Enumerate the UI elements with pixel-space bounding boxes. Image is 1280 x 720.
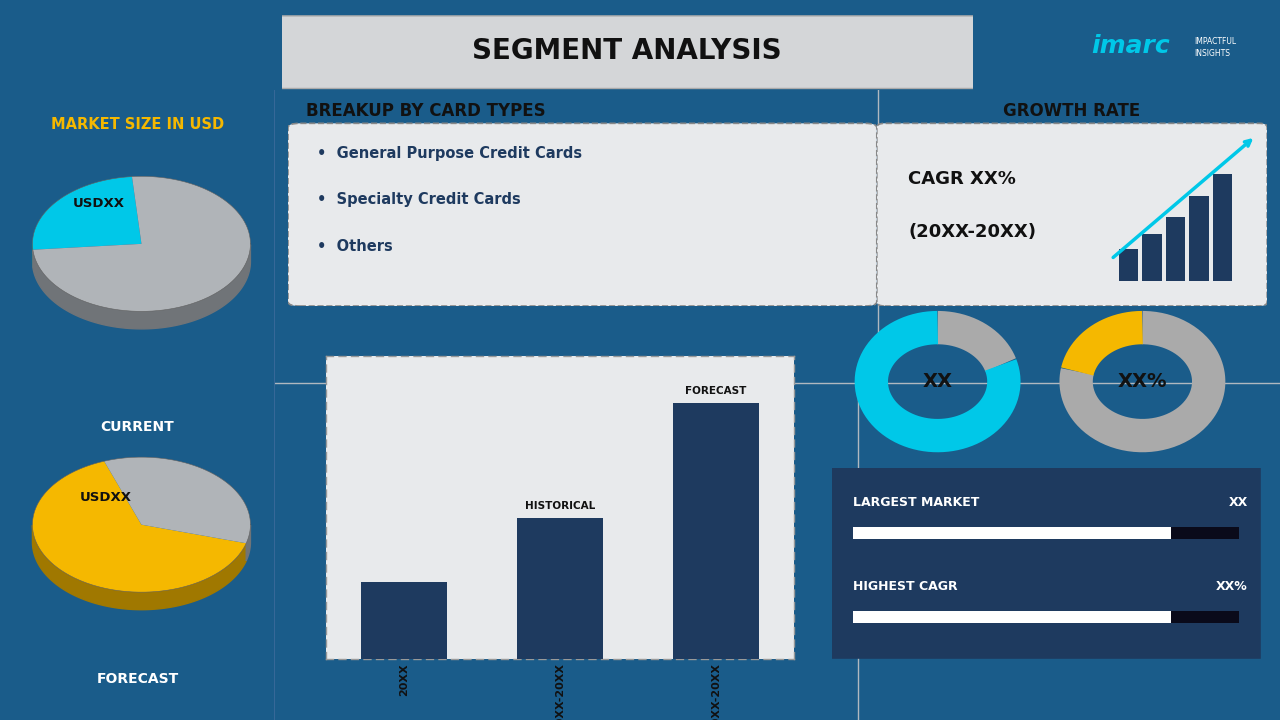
Bar xyxy=(517,518,603,659)
Polygon shape xyxy=(246,525,251,561)
Text: BREAKUP BY CARD TYPES: BREAKUP BY CARD TYPES xyxy=(306,102,545,120)
Bar xyxy=(854,611,1171,623)
Polygon shape xyxy=(32,462,246,592)
Text: IMPACTFUL
INSIGHTS: IMPACTFUL INSIGHTS xyxy=(1194,37,1236,58)
FancyBboxPatch shape xyxy=(832,468,1261,659)
FancyBboxPatch shape xyxy=(261,16,993,89)
Polygon shape xyxy=(33,176,251,311)
Polygon shape xyxy=(32,525,246,610)
Text: (20XX-20XX): (20XX-20XX) xyxy=(908,222,1036,240)
Text: CURRENT: CURRENT xyxy=(101,420,174,434)
Bar xyxy=(1171,611,1239,623)
Text: USDXX: USDXX xyxy=(73,197,125,210)
Bar xyxy=(1212,174,1233,281)
Bar xyxy=(361,582,447,659)
Text: USDXX: USDXX xyxy=(81,490,132,504)
Bar xyxy=(673,402,759,659)
Text: XX%: XX% xyxy=(1216,580,1248,593)
Bar xyxy=(1189,196,1208,281)
Bar xyxy=(1142,234,1162,281)
Text: FORECAST: FORECAST xyxy=(685,386,746,396)
Text: MARKET SIZE IN USD: MARKET SIZE IN USD xyxy=(51,117,224,132)
Text: LARGEST MARKET: LARGEST MARKET xyxy=(854,496,979,509)
Bar xyxy=(1166,217,1185,281)
Polygon shape xyxy=(104,457,251,544)
Polygon shape xyxy=(33,245,251,329)
Text: •  General Purpose Credit Cards: • General Purpose Credit Cards xyxy=(317,145,582,161)
Polygon shape xyxy=(32,176,141,250)
Bar xyxy=(1119,248,1138,281)
Bar xyxy=(854,527,1171,539)
FancyBboxPatch shape xyxy=(877,123,1267,306)
Bar xyxy=(1171,527,1239,539)
Text: SEGMENT ANALYSIS: SEGMENT ANALYSIS xyxy=(472,37,782,65)
Text: XX: XX xyxy=(923,372,952,391)
Text: FORECAST: FORECAST xyxy=(96,672,179,686)
Text: GROWTH RATE: GROWTH RATE xyxy=(1004,102,1140,120)
FancyBboxPatch shape xyxy=(288,123,877,306)
Text: •  Specialty Credit Cards: • Specialty Credit Cards xyxy=(317,192,521,207)
Text: HIGHEST CAGR: HIGHEST CAGR xyxy=(854,580,957,593)
Text: HISTORICAL: HISTORICAL xyxy=(525,501,595,511)
Text: CAGR XX%: CAGR XX% xyxy=(908,170,1016,188)
Text: XX%: XX% xyxy=(1117,372,1167,391)
Text: imarc: imarc xyxy=(1092,34,1170,58)
Text: XX: XX xyxy=(1229,496,1248,509)
Text: •  Others: • Others xyxy=(317,239,393,254)
